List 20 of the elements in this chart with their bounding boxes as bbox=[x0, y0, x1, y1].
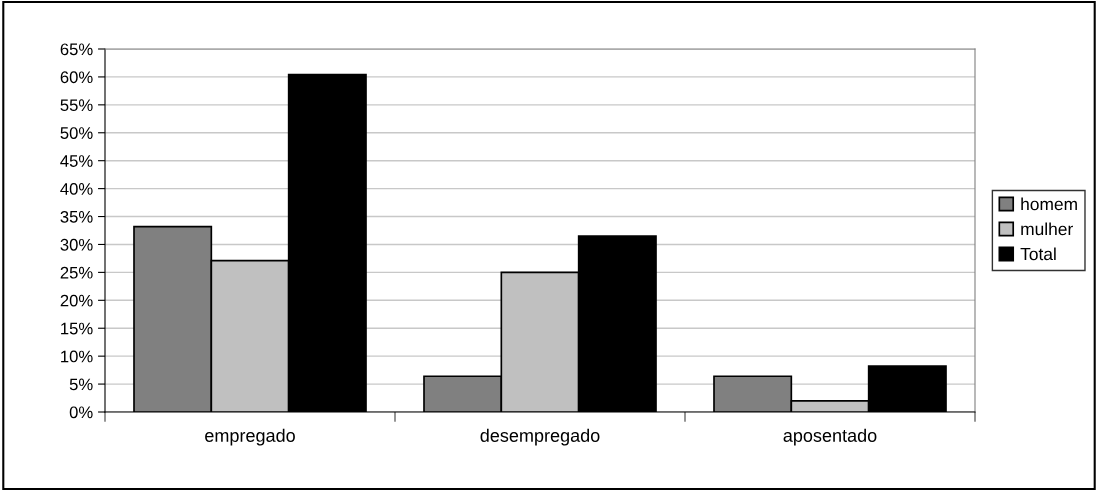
y-tick-label: 65% bbox=[60, 43, 93, 56]
legend-label: homem bbox=[1021, 197, 1077, 211]
x-tick-label: empregado bbox=[205, 428, 295, 446]
y-tick-label: 10% bbox=[61, 350, 93, 363]
y-tick-label: 15% bbox=[61, 322, 93, 335]
legend-label: mulher bbox=[1021, 222, 1073, 236]
y-tick-label: 0% bbox=[69, 406, 93, 419]
y-tick-label: 60% bbox=[60, 71, 93, 84]
x-tick-label: aposentado bbox=[783, 428, 877, 446]
y-tick-label: 20% bbox=[60, 294, 93, 307]
y-tick-label: 25% bbox=[60, 266, 93, 279]
y-tick-label: 40% bbox=[60, 183, 93, 195]
y-tick-label: 55% bbox=[60, 99, 93, 112]
legend-label: Total bbox=[1020, 247, 1056, 261]
y-tick-label: 5% bbox=[69, 378, 93, 391]
y-tick-label: 45% bbox=[60, 155, 93, 167]
y-tick-label: 50% bbox=[60, 127, 93, 139]
x-tick-label: desempregado bbox=[480, 428, 600, 446]
y-tick-label: 35% bbox=[60, 210, 93, 223]
y-tick-label: 30% bbox=[60, 238, 93, 251]
